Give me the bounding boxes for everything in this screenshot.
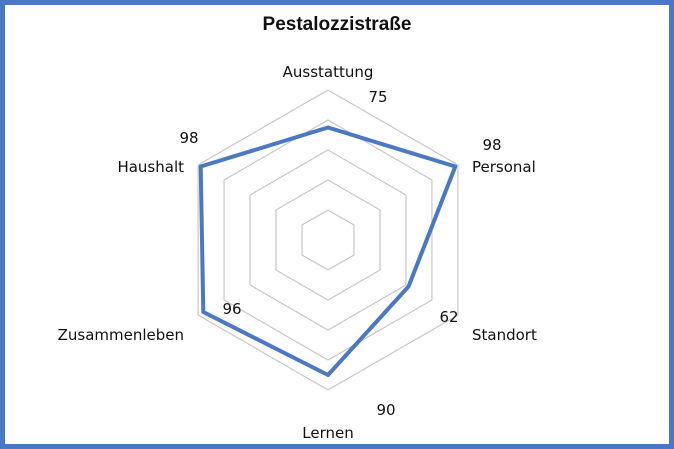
chart-title: Pestalozzistraße [262,14,412,35]
axis-label: Standort [472,326,537,344]
value-label: 96 [222,300,241,318]
grid-ring-1 [301,209,355,271]
radar-series [198,125,458,377]
radar-labels: Ausstattung Personal Standort Lernen Zusamme… [58,63,537,442]
value-label: 75 [368,88,387,106]
value-label: 90 [376,401,395,419]
axis-label: Haushalt [117,158,184,176]
grid-ring-3 [249,149,407,331]
grid-ring-4 [223,119,433,361]
grid-ring-5 [197,89,459,391]
value-label: 98 [482,136,501,154]
value-label: 98 [179,129,198,147]
grid-ring-2 [275,179,381,301]
axis-label: Zusammenleben [58,326,184,344]
series-line-0 [198,125,458,377]
value-label: 62 [439,308,458,326]
axis-label: Ausstattung [283,63,374,81]
axis-label: Personal [472,158,536,176]
axis-label: Lernen [302,424,353,442]
radar-grid [197,89,459,391]
